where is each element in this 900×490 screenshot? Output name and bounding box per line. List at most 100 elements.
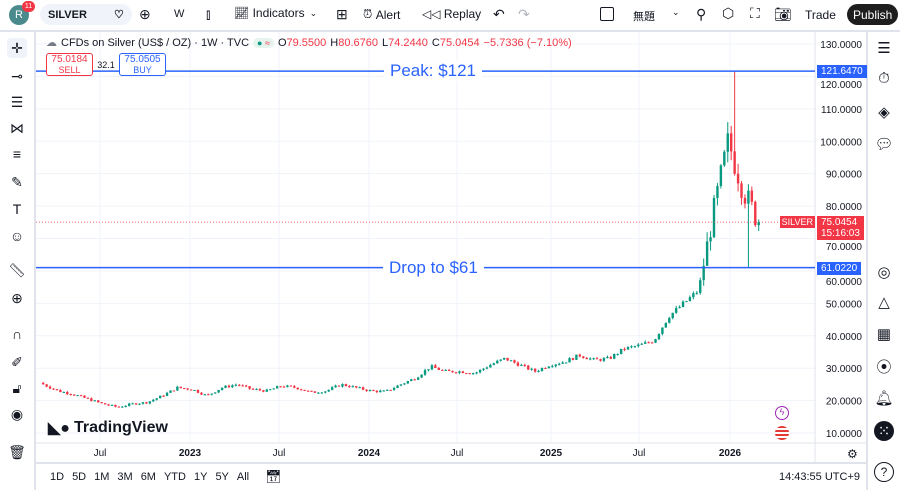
candle-body — [465, 373, 468, 375]
chevron-down-icon[interactable]: ⌄ — [309, 7, 318, 18]
candle-body — [561, 362, 564, 364]
quick-search-icon[interactable]: ⚲ — [696, 6, 707, 22]
candle-body — [571, 358, 575, 360]
trade-button[interactable]: Trade — [805, 7, 836, 22]
interval-button[interactable]: W — [174, 8, 185, 20]
layout-name[interactable]: 無題 — [633, 11, 655, 23]
templates-icon[interactable]: ⊞ — [336, 6, 348, 22]
candle-body — [141, 402, 145, 404]
axis-settings-icon[interactable]: ⚙ — [847, 447, 858, 461]
indicators-button[interactable]: 📈︎ Indicators ⌄ — [234, 6, 317, 20]
candle-body — [110, 404, 114, 406]
candle-body — [186, 388, 189, 390]
text-icon[interactable]: T — [12, 201, 22, 217]
replay-button[interactable]: ◁◁ Replay — [422, 7, 481, 21]
forecast-icon[interactable]: ≡ — [12, 146, 22, 162]
candle-body — [145, 402, 148, 404]
range-5d[interactable]: 5D — [72, 471, 87, 483]
clock[interactable]: 14:43:55 UTC+9 — [778, 471, 860, 483]
target-icon[interactable]: ◎ — [877, 264, 891, 281]
trend-line-icon[interactable]: ⊸ — [11, 67, 23, 84]
symbol-price-tag: SILVER — [779, 216, 815, 228]
magnet-icon[interactable]: ∩ — [11, 326, 23, 342]
range-6m[interactable]: 6M — [140, 471, 156, 483]
brush-icon[interactable]: ✎ — [11, 173, 23, 190]
emoji-icon[interactable]: ☺ — [9, 228, 25, 244]
candle-body — [523, 364, 526, 366]
range-all[interactable]: All — [236, 471, 250, 483]
eye-icon[interactable]: ◉ — [10, 405, 24, 422]
lock-drawing-icon[interactable]: ✐ — [11, 353, 23, 370]
zoom-in-icon[interactable]: ⊕ — [11, 289, 23, 306]
close-value: 75.0454 — [439, 36, 480, 49]
candles-icon[interactable]: ⫾ — [206, 6, 211, 22]
crosshair-icon[interactable]: ✛ — [7, 38, 27, 58]
candle-body — [224, 385, 227, 388]
range-5y[interactable]: 5Y — [215, 471, 229, 483]
candle-body — [107, 404, 110, 406]
add-symbol-icon[interactable]: ⊕ — [139, 6, 151, 22]
y-tick-label: 50.0000 — [826, 299, 863, 310]
candle-body — [375, 390, 379, 393]
chat-icon[interactable]: 💬︎ — [874, 136, 894, 153]
peak-annotation[interactable]: Peak: $121 — [384, 61, 483, 81]
candle-body — [66, 391, 69, 395]
go-to-date-icon[interactable]: 📅︎ — [265, 469, 282, 484]
candle-body — [736, 173, 740, 184]
bell-icon[interactable]: 🔔︎ — [874, 390, 894, 407]
layers-icon[interactable]: ◈ — [878, 104, 890, 121]
calendar-icon[interactable]: ▦ — [876, 326, 892, 343]
candle-body — [300, 389, 303, 391]
symbol-logo-icon: ☁ — [46, 37, 57, 49]
us-flag-event-icon[interactable] — [775, 426, 789, 440]
candle-body — [754, 201, 757, 226]
candle-body — [416, 377, 420, 380]
trash-icon[interactable]: 🗑︎ — [8, 443, 26, 460]
ruler-icon[interactable]: 📏︎ — [8, 261, 26, 278]
last-price-label: 75.0454 15:16:03 — [817, 216, 864, 240]
alerts-clock-icon[interactable]: ⏱ — [878, 69, 890, 87]
range-1m[interactable]: 1M — [94, 471, 110, 483]
range-3m[interactable]: 3M — [117, 471, 133, 483]
alert-button[interactable]: ⏰︎ Alert — [363, 7, 400, 22]
lightning-event-icon[interactable]: ϟ — [775, 406, 789, 420]
help-icon[interactable]: ? — [874, 462, 894, 482]
camera-icon[interactable]: 📷︎ — [774, 6, 792, 22]
range-ytd[interactable]: YTD — [163, 471, 186, 483]
redo-icon[interactable]: ↷ — [518, 6, 530, 22]
candle-body — [258, 389, 262, 391]
pattern-icon[interactable]: ⋈ — [10, 119, 24, 136]
layout-chevron-icon[interactable]: ⌄ — [672, 7, 680, 17]
watchlist-icon[interactable]: ☰ — [877, 40, 891, 57]
drop-annotation[interactable]: Drop to $61 — [383, 258, 484, 278]
ideas-icon[interactable]: △ — [878, 294, 890, 311]
candle-body — [128, 403, 131, 406]
high-value: 80.6760 — [338, 36, 378, 49]
buy-button[interactable]: 75.0505 BUY — [119, 53, 166, 76]
fullscreen-icon[interactable]: ⛶ — [750, 5, 760, 21]
undo-icon[interactable]: ↶ — [493, 6, 505, 22]
settings-icon[interactable]: ⬡ — [722, 5, 735, 21]
candle-body — [368, 390, 372, 392]
layout-icon[interactable] — [600, 7, 614, 21]
tradingview-logo[interactable]: ◣● TradingView — [48, 418, 168, 438]
range-1y[interactable]: 1Y — [193, 471, 208, 483]
watchlist-icon[interactable]: ♡ — [114, 9, 124, 21]
publish-button[interactable]: Publish — [847, 4, 899, 25]
candle-body — [348, 386, 351, 388]
symbol-search[interactable]: SILVER ♡ — [40, 4, 132, 25]
chart-panel[interactable] — [36, 32, 866, 462]
candle-body — [609, 356, 612, 359]
fib-icon[interactable]: ☰ — [10, 93, 24, 110]
sell-button[interactable]: 75.0184 SELL — [46, 53, 93, 76]
y-tick-label: 20.0000 — [826, 397, 863, 408]
lock-icon[interactable]: 🔓︎ — [12, 379, 22, 396]
candle-body — [72, 394, 76, 396]
candle-body — [69, 394, 72, 396]
stream-icon[interactable]: ⦿ — [876, 358, 892, 376]
range-1d[interactable]: 1D — [50, 471, 65, 483]
apps-icon[interactable]: ⁙ — [874, 421, 894, 441]
candle-body — [90, 398, 93, 402]
alarm-icon: ⏰︎ — [363, 7, 373, 21]
